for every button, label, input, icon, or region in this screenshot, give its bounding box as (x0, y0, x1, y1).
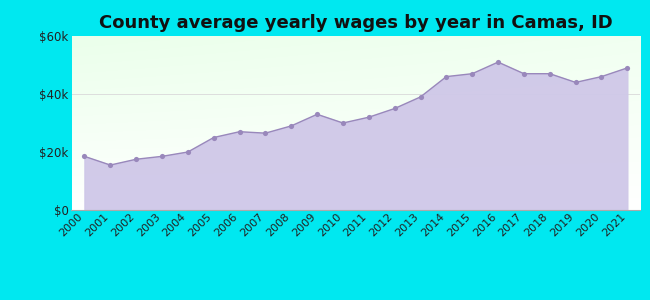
Title: County average yearly wages by year in Camas, ID: County average yearly wages by year in C… (99, 14, 613, 32)
Point (105, 163, 116, 167)
Point (183, 150, 193, 154)
Point (389, 106, 400, 111)
Point (131, 157, 141, 162)
Point (286, 124, 296, 128)
Point (312, 112, 322, 117)
Point (79, 154, 90, 159)
Point (571, 80, 581, 85)
Point (235, 129, 245, 134)
Point (493, 60, 503, 64)
Point (415, 94, 426, 99)
Point (596, 74, 606, 79)
Point (209, 135, 219, 140)
Point (519, 71, 529, 76)
Point (467, 71, 477, 76)
Point (545, 71, 555, 76)
Point (363, 115, 374, 120)
Point (338, 121, 348, 125)
Point (260, 131, 270, 136)
Point (157, 154, 167, 159)
Point (441, 74, 452, 79)
Point (622, 65, 632, 70)
